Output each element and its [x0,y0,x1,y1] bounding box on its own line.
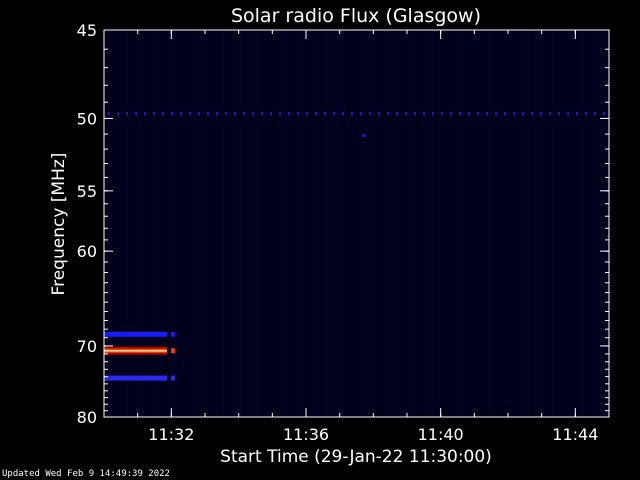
band-segment [126,112,128,116]
band-segment [104,375,167,381]
band-segment [603,112,605,116]
band-segment [170,348,175,354]
y-tick-label: 60 [77,242,97,261]
y-tick-label: 50 [77,109,97,128]
band-segment [135,112,137,116]
plot-area [104,30,609,417]
band-segment [378,112,380,116]
band-segment [414,112,416,116]
y-tick-label: 80 [77,408,97,427]
band-segment [180,112,182,116]
band-segment [342,112,344,116]
band-segment [486,112,488,116]
band-segment [585,112,587,116]
band-segment [459,112,461,116]
update-timestamp: Updated Wed Feb 9 14:49:39 2022 [2,469,170,479]
y-axis-label: Frequency [MHz] [49,153,69,296]
band-segment [423,112,425,116]
band-segment [288,112,290,116]
band-segment [189,112,191,116]
band-segment [170,375,175,381]
band-segment [170,331,175,337]
band-segment [513,112,515,116]
band-segment [567,112,569,116]
chart-title: Solar radio Flux (Glasgow) [231,5,481,27]
band-segment [549,112,551,116]
band-edge [104,346,167,348]
band-segment [450,112,452,116]
band-segment [324,112,326,116]
band-segment [522,112,524,116]
band-segment [495,112,497,116]
noise-dot [362,134,366,138]
y-tick-label: 70 [77,337,97,356]
band-segment [171,112,173,116]
band-segment [576,112,578,116]
axis-ticks: 11:32 11:36 11:40 11:44 45 50 55 60 70 80 [77,21,610,444]
band-segment [405,112,407,116]
emission-bands [104,112,605,381]
band-segment [234,112,236,116]
band-segment [306,112,308,116]
band-segment [117,112,119,116]
x-tick-label: 11:40 [418,425,464,444]
band-segment [504,112,506,116]
band-segment [540,112,542,116]
x-tick-label: 11:36 [283,425,329,444]
band-segment [243,112,245,116]
band-segment [558,112,560,116]
band-segment [594,112,596,116]
band-segment [432,112,434,116]
band-segment [252,112,254,116]
band-segment [477,112,479,116]
y-tick-label: 55 [77,182,97,201]
band-segment [153,112,155,116]
band-core [104,349,167,352]
band-segment [104,331,167,337]
band-segment [360,112,362,116]
y-tick-label: 45 [77,21,97,40]
band-segment [351,112,353,116]
plot-frame [103,29,610,418]
band-segment [144,112,146,116]
band-segment [216,112,218,116]
band-segment [468,112,470,116]
band-segment [261,112,263,116]
x-axis-label: Start Time (29-Jan-22 11:30:00) [220,447,492,467]
band-segment [198,112,200,116]
band-segment [297,112,299,116]
band-edge [104,353,167,355]
band-segment [369,112,371,116]
band-segment [441,112,443,116]
band-segment [225,112,227,116]
band-segment [207,112,209,116]
band-segment [531,112,533,116]
band-segment [315,112,317,116]
x-tick-label: 11:32 [148,425,194,444]
x-tick-label: 11:44 [552,425,598,444]
band-segment [162,112,164,116]
band-segment [396,112,398,116]
band-segment [108,112,110,116]
band-segment [279,112,281,116]
band-segment [387,112,389,116]
band-segment [270,112,272,116]
band-segment [333,112,335,116]
